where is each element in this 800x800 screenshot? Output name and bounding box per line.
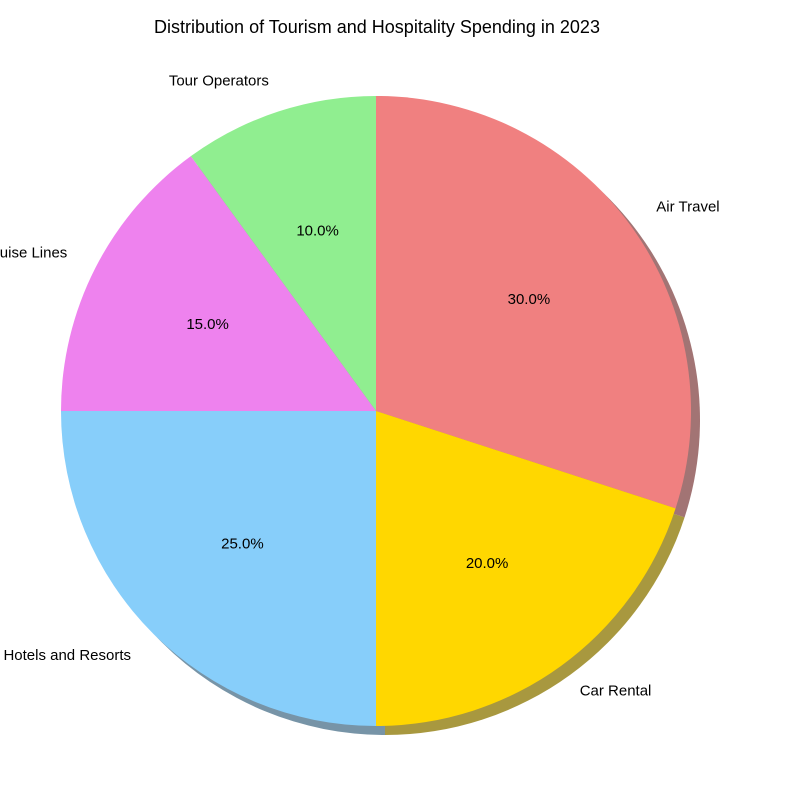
slice-percent-air-travel: 30.0%	[508, 291, 551, 308]
pie-labels: Air Travel 30.0% Car Rental 20.0% Hotels and…	[0, 72, 720, 699]
slice-percent-cruise-lines: 15.0%	[186, 316, 229, 333]
pie-slices	[61, 96, 691, 726]
pie-slice-air-travel	[376, 96, 691, 509]
pie-slice-cruise-lines	[61, 156, 376, 411]
slice-percent-hotels-and-resorts: 25.0%	[221, 536, 264, 553]
chart-title: Distribution of Tourism and Hospitality …	[154, 17, 600, 37]
slice-label-hotels-and-resorts: Hotels and Resorts	[3, 647, 131, 664]
slice-percent-car-rental: 20.0%	[466, 555, 509, 572]
slice-percent-tour-operators: 10.0%	[296, 222, 339, 239]
slice-label-car-rental: Car Rental	[580, 682, 652, 699]
pie-slice-tour-operators	[190, 96, 376, 411]
slice-label-cruise-lines: Cruise Lines	[0, 245, 67, 262]
pie-slice-hotels-and-resorts	[61, 411, 376, 726]
pie-slice-car-rental	[376, 411, 676, 726]
slice-label-tour-operators: Tour Operators	[169, 72, 269, 89]
slice-label-air-travel: Air Travel	[656, 198, 719, 215]
